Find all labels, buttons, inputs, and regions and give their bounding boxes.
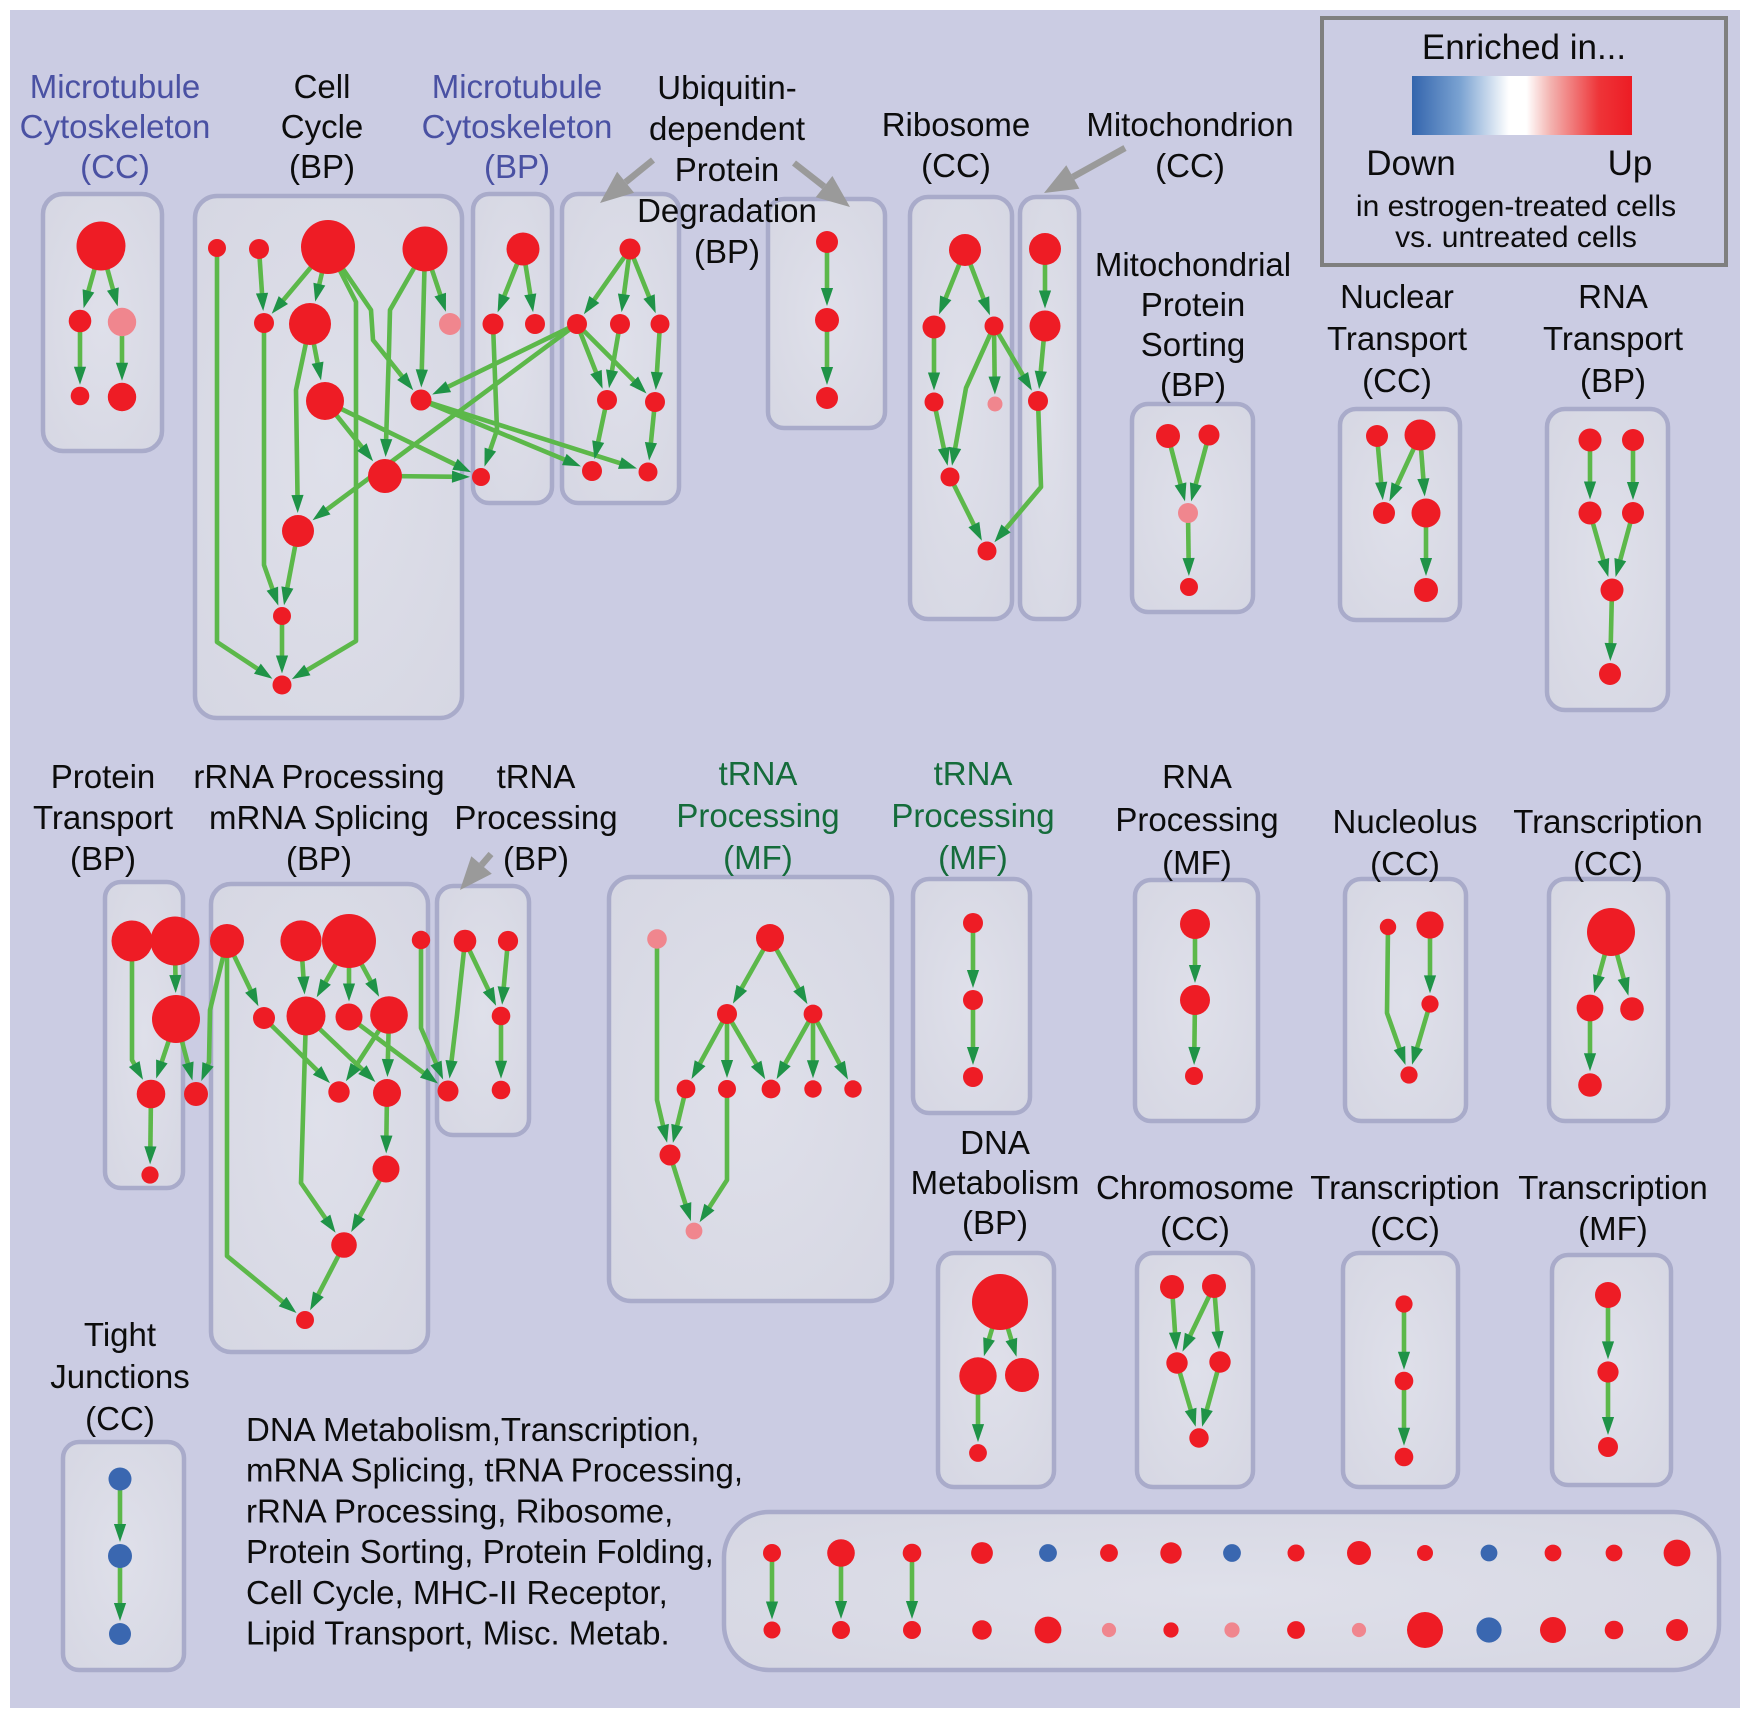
svg-text:Metabolism: Metabolism [911,1164,1080,1201]
svg-text:Nuclear: Nuclear [1340,278,1454,315]
svg-text:(CC): (CC) [1370,845,1440,882]
svg-text:tRNA: tRNA [934,755,1013,792]
svg-text:(BP): (BP) [694,233,760,270]
svg-text:(MF): (MF) [1578,1210,1648,1247]
svg-text:Sorting: Sorting [1141,326,1246,363]
svg-text:Processing: Processing [454,799,617,836]
svg-text:(BP): (BP) [484,148,550,185]
svg-text:(MF): (MF) [723,839,793,876]
svg-text:mRNA Splicing: mRNA Splicing [209,799,429,836]
svg-text:Transcription: Transcription [1513,803,1703,840]
svg-text:(CC): (CC) [80,148,150,185]
svg-text:Cytoskeleton: Cytoskeleton [20,108,211,145]
svg-text:(CC): (CC) [1155,147,1225,184]
svg-text:Junctions: Junctions [50,1358,189,1395]
svg-text:Processing: Processing [891,797,1054,834]
svg-text:Cytoskeleton: Cytoskeleton [422,108,613,145]
svg-text:Protein Sorting, Protein Foldi: Protein Sorting, Protein Folding, [246,1533,714,1570]
svg-text:Transcription: Transcription [1518,1169,1708,1206]
svg-text:Lipid Transport, Misc. Metab.: Lipid Transport, Misc. Metab. [246,1615,670,1652]
svg-text:DNA: DNA [960,1124,1030,1161]
svg-text:(CC): (CC) [1370,1210,1440,1247]
svg-text:rRNA Processing, Ribosome,: rRNA Processing, Ribosome, [246,1492,673,1529]
svg-text:(CC): (CC) [921,147,991,184]
svg-text:DNA Metabolism,Transcription,: DNA Metabolism,Transcription, [246,1411,700,1448]
svg-text:Transport: Transport [1543,320,1683,357]
svg-text:Transport: Transport [1327,320,1467,357]
svg-text:(MF): (MF) [938,839,1008,876]
svg-text:Processing: Processing [1115,801,1278,838]
svg-text:Ubiquitin-: Ubiquitin- [657,69,796,106]
svg-text:Protein: Protein [675,151,780,188]
svg-text:mRNA Splicing, tRNA Processing: mRNA Splicing, tRNA Processing, [246,1452,743,1489]
svg-text:Processing: Processing [676,797,839,834]
svg-text:Microtubule: Microtubule [30,68,201,105]
svg-text:Enriched in...: Enriched in... [1422,28,1626,67]
svg-text:tRNA: tRNA [497,758,576,795]
svg-text:(BP): (BP) [70,840,136,877]
svg-text:Cell Cycle, MHC-II Receptor,: Cell Cycle, MHC-II Receptor, [246,1574,668,1611]
svg-text:in estrogen-treated cells: in estrogen-treated cells [1356,190,1676,223]
svg-text:rRNA Processing: rRNA Processing [193,758,444,795]
svg-text:(BP): (BP) [962,1204,1028,1241]
svg-text:(CC): (CC) [1160,1210,1230,1247]
svg-text:Chromosome: Chromosome [1096,1169,1294,1206]
svg-text:(CC): (CC) [1362,362,1432,399]
svg-text:Degradation: Degradation [637,192,817,229]
svg-text:Protein: Protein [51,758,156,795]
svg-text:(BP): (BP) [503,840,569,877]
svg-text:Transport: Transport [33,799,173,836]
svg-text:Ribosome: Ribosome [882,106,1031,143]
svg-text:Cell: Cell [294,68,351,105]
svg-text:(CC): (CC) [85,1400,155,1437]
svg-text:Nucleolus: Nucleolus [1333,803,1478,840]
svg-text:RNA: RNA [1162,758,1232,795]
svg-text:Transcription: Transcription [1310,1169,1500,1206]
svg-text:Down: Down [1366,144,1455,183]
svg-text:dependent: dependent [649,110,805,147]
svg-text:Mitochondrion: Mitochondrion [1086,106,1293,143]
svg-text:(BP): (BP) [289,148,355,185]
svg-text:vs. untreated cells: vs. untreated cells [1395,221,1637,254]
svg-text:RNA: RNA [1578,278,1648,315]
svg-text:Microtubule: Microtubule [432,68,603,105]
svg-text:Cycle: Cycle [281,108,364,145]
svg-text:Mitochondrial: Mitochondrial [1095,246,1291,283]
svg-text:Up: Up [1608,144,1653,183]
svg-text:(CC): (CC) [1573,845,1643,882]
svg-text:Tight: Tight [84,1316,156,1353]
svg-text:tRNA: tRNA [719,755,798,792]
svg-text:(BP): (BP) [1580,362,1646,399]
svg-text:Protein: Protein [1141,286,1246,323]
svg-text:(MF): (MF) [1162,844,1232,881]
svg-text:(BP): (BP) [286,840,352,877]
svg-text:(BP): (BP) [1160,366,1226,403]
